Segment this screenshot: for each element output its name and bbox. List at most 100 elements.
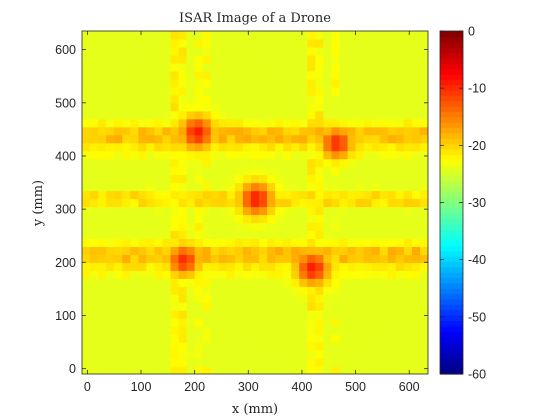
heatmap-cell — [154, 111, 163, 120]
colorbar-segment — [440, 111, 463, 117]
colorbar-segment — [440, 256, 463, 262]
colorbar-segment — [440, 95, 463, 101]
heatmap-cell — [130, 175, 139, 184]
heatmap-cell — [372, 246, 381, 255]
heatmap-cell — [364, 135, 373, 144]
heatmap-cell — [211, 214, 220, 223]
heatmap-cell — [122, 159, 131, 168]
heatmap-cell — [348, 95, 357, 104]
heatmap-cell — [364, 342, 373, 351]
heatmap-cell — [323, 334, 332, 343]
heatmap-cell — [364, 55, 373, 64]
heatmap-cell — [339, 143, 348, 152]
heatmap-cell — [171, 358, 180, 367]
heatmap-cell — [90, 31, 99, 40]
heatmap-cell — [98, 183, 107, 192]
heatmap-cell — [251, 238, 260, 247]
heatmap-cell — [171, 342, 180, 351]
heatmap-cell — [203, 278, 212, 287]
heatmap-cell — [388, 87, 397, 96]
heatmap-cell — [323, 270, 332, 279]
heatmap-cell — [227, 31, 236, 40]
heatmap-cell — [283, 278, 292, 287]
heatmap-cell — [380, 286, 389, 295]
heatmap-cell — [122, 175, 131, 184]
heatmap-cell — [372, 230, 381, 239]
heatmap-cell — [404, 183, 413, 192]
heatmap-cell — [267, 87, 276, 96]
heatmap-cell — [243, 214, 252, 223]
heatmap-cell — [154, 326, 163, 335]
heatmap-cell — [187, 230, 196, 239]
heatmap-cell — [203, 151, 212, 160]
heatmap-cell — [259, 310, 268, 319]
heatmap-cell — [187, 95, 196, 104]
heatmap-cell — [227, 127, 236, 136]
heatmap-cell — [331, 87, 340, 96]
heatmap-cell — [171, 95, 180, 104]
heatmap-cell — [412, 175, 421, 184]
heatmap-cell — [203, 318, 212, 327]
heatmap-cell — [98, 222, 107, 231]
heatmap-cell — [219, 175, 228, 184]
heatmap-cell — [348, 254, 357, 263]
heatmap-cell — [146, 55, 155, 64]
heatmap-cell — [420, 127, 429, 136]
heatmap-cell — [195, 199, 204, 208]
heatmap-cell — [291, 127, 300, 136]
heatmap-cell — [106, 143, 115, 152]
heatmap-cell — [187, 326, 196, 335]
heatmap-cell — [356, 246, 365, 255]
heatmap-cell — [348, 206, 357, 215]
heatmap-cell — [187, 302, 196, 311]
heatmap-cell — [227, 175, 236, 184]
heatmap-cell — [331, 318, 340, 327]
heatmap-cell — [98, 286, 107, 295]
heatmap-cell — [82, 342, 91, 351]
heatmap-cell — [372, 254, 381, 263]
x-tick-label: 200 — [184, 380, 205, 394]
heatmap-cell — [283, 135, 292, 144]
heatmap-cell — [299, 238, 308, 247]
heatmap-cell — [380, 302, 389, 311]
heatmap-cell — [420, 254, 429, 263]
heatmap-cell — [267, 342, 276, 351]
heatmap-cell — [267, 119, 276, 128]
heatmap-cell — [171, 222, 180, 231]
heatmap-cell — [420, 71, 429, 80]
heatmap-cell — [195, 111, 204, 120]
heatmap-cell — [307, 63, 316, 72]
heatmap-cell — [106, 47, 115, 56]
heatmap-cell — [251, 366, 260, 375]
heatmap-cell — [339, 63, 348, 72]
heatmap-cell — [291, 119, 300, 128]
heatmap-cell — [171, 87, 180, 96]
heatmap-cell — [372, 103, 381, 112]
heatmap-cell — [283, 71, 292, 80]
heatmap-cell — [98, 103, 107, 112]
heatmap-cell — [106, 358, 115, 367]
heatmap-cell — [154, 358, 163, 367]
heatmap-cell — [106, 39, 115, 48]
heatmap-cell — [275, 135, 284, 144]
heatmap-cell — [82, 262, 91, 271]
heatmap-cell — [154, 191, 163, 200]
heatmap-cell — [154, 310, 163, 319]
heatmap-cell — [259, 103, 268, 112]
heatmap-cell — [82, 127, 91, 136]
heatmap-cell — [235, 334, 244, 343]
heatmap-cell — [235, 318, 244, 327]
heatmap-cell — [267, 199, 276, 208]
heatmap-cell — [404, 326, 413, 335]
heatmap-cell — [138, 270, 147, 279]
heatmap-cell — [106, 167, 115, 176]
heatmap-cell — [187, 39, 196, 48]
heatmap-cell — [90, 39, 99, 48]
heatmap-cell — [203, 342, 212, 351]
heatmap-cell — [162, 167, 171, 176]
heatmap-cell — [179, 71, 188, 80]
heatmap-cell — [203, 222, 212, 231]
heatmap-cell — [356, 262, 365, 271]
heatmap-cell — [219, 183, 228, 192]
heatmap-cell — [227, 39, 236, 48]
